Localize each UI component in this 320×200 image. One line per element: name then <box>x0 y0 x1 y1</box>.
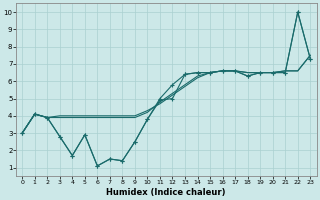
X-axis label: Humidex (Indice chaleur): Humidex (Indice chaleur) <box>107 188 226 197</box>
